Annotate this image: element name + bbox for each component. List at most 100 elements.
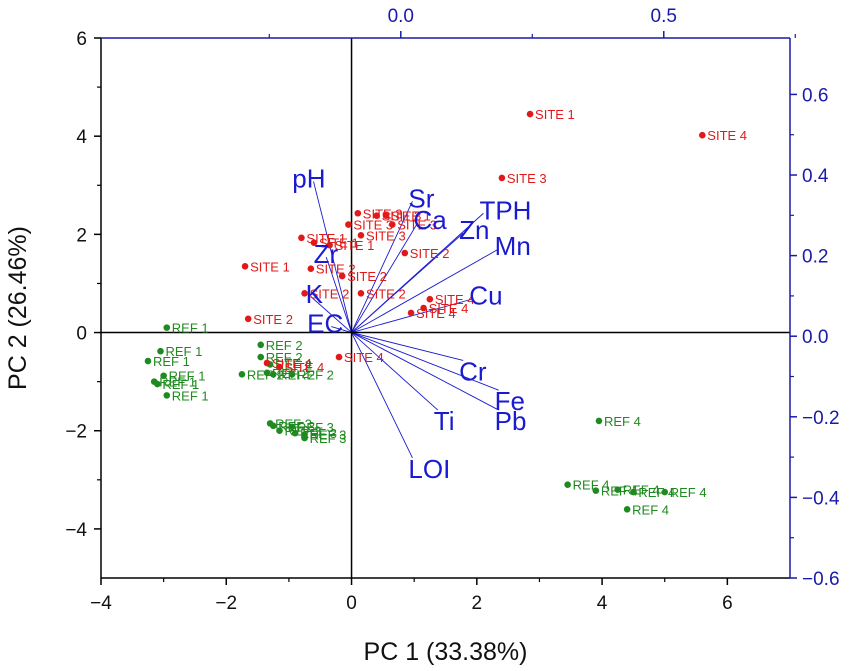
site-label: SITE 3 xyxy=(397,218,437,233)
vector-loi xyxy=(351,332,413,458)
site-label: SITE 1 xyxy=(250,259,290,274)
ref-point xyxy=(291,429,299,437)
y-tick-label: 2 xyxy=(76,225,87,246)
vector-cr xyxy=(351,332,464,361)
y-axis-title: PC 2 (26.46%) xyxy=(4,226,32,390)
ref-point xyxy=(564,481,571,489)
ref-point xyxy=(263,369,271,377)
y-tick-label: 6 xyxy=(76,29,87,50)
site-point xyxy=(298,234,305,242)
zero-lines xyxy=(101,38,790,578)
site-label: SITE 2 xyxy=(316,262,356,277)
ref-label: REF 4 xyxy=(638,485,675,500)
x-tick-label: 6 xyxy=(722,593,733,614)
ref-label: REF 3 xyxy=(310,431,347,446)
x-tick-label: 2 xyxy=(472,593,483,614)
site-point xyxy=(498,174,506,182)
x2-tick-label: 0.0 xyxy=(388,6,414,27)
site-point xyxy=(357,289,365,297)
y-tick-label: 4 xyxy=(76,127,87,148)
vector-label-cr: Cr xyxy=(459,356,487,386)
site-label: SITE 4 xyxy=(435,292,475,307)
x2-tick-label: 0.5 xyxy=(651,6,677,27)
site-point xyxy=(335,353,343,361)
vector-fe xyxy=(351,332,499,391)
ref-point xyxy=(154,380,161,388)
ref-label: REF 1 xyxy=(159,375,196,390)
vector-label-fe: Fe xyxy=(495,386,525,416)
x-axis-title: PC 1 (33.38%) xyxy=(364,638,528,666)
site-label: SITE 1 xyxy=(335,238,375,253)
y2-tick-label: 0.4 xyxy=(802,166,829,187)
ref-label: REF 1 xyxy=(153,354,190,369)
ref-point xyxy=(661,488,669,496)
ref-point xyxy=(630,488,637,496)
vector-label-sr: Sr xyxy=(408,183,434,213)
site-point xyxy=(420,304,427,312)
vector-label-ca: Ca xyxy=(414,205,448,235)
site-point xyxy=(263,359,271,367)
ref-label: REF 4 xyxy=(573,478,610,493)
y2-tick-label: 0.6 xyxy=(802,85,828,106)
site-point xyxy=(382,212,390,220)
site-label: SITE 4 xyxy=(429,301,469,316)
y2-tick-label: 0.2 xyxy=(802,247,828,268)
site-point xyxy=(326,241,333,249)
ref-point xyxy=(238,370,246,378)
vector-ti xyxy=(351,332,439,411)
site-label: SITE 2 xyxy=(410,246,450,261)
ref-label: REF 3 xyxy=(300,426,337,441)
y2-tick-label: −0.4 xyxy=(802,488,840,509)
ref-point xyxy=(144,357,152,365)
site-label: SITE 3 xyxy=(507,171,547,186)
y2-tick-label: −0.6 xyxy=(802,569,840,590)
ref-point xyxy=(269,422,277,430)
y2-tick-label: 0.0 xyxy=(802,327,828,348)
y-tick-label: −2 xyxy=(65,422,87,443)
ref-label: REF 3 xyxy=(278,419,315,434)
x-tick-label: 0 xyxy=(346,593,357,614)
site-point xyxy=(407,309,415,317)
ref-point xyxy=(595,417,603,425)
vector-ph xyxy=(313,181,352,333)
ref-label: REF 1 xyxy=(172,388,209,403)
ref-point xyxy=(163,392,171,399)
vector-zr xyxy=(325,256,352,333)
ref-point xyxy=(288,370,296,378)
vector-pb xyxy=(351,332,499,411)
x-tick-label: −4 xyxy=(90,593,112,614)
vector-k xyxy=(310,296,352,333)
site-label: SITE 3 xyxy=(382,209,422,224)
ref-label: REF 1 xyxy=(166,344,203,359)
site-point xyxy=(526,110,534,118)
site-label: SITE 3 xyxy=(363,206,403,221)
site-point xyxy=(357,232,365,239)
vector-label-mn: Mn xyxy=(495,231,531,261)
site-label: SITE 4 xyxy=(707,128,747,143)
vector-label-tph: TPH xyxy=(479,195,531,225)
ref-point xyxy=(301,434,308,442)
vector-label-ph: pH xyxy=(292,163,325,193)
site-label: SITE 3 xyxy=(366,228,406,243)
site-point xyxy=(244,315,252,323)
ref-point xyxy=(592,487,600,494)
site-label: SITE 2 xyxy=(253,312,293,327)
ref-point xyxy=(257,341,265,349)
ref-label: REF 2 xyxy=(266,350,303,365)
ref-point xyxy=(623,505,631,513)
vector-label-ec: EC xyxy=(307,309,343,339)
ref-label: REF 4 xyxy=(632,502,669,517)
site-point xyxy=(401,249,409,257)
ref-point xyxy=(288,423,296,431)
site-label: SITE 2 xyxy=(310,286,350,301)
site-point xyxy=(426,295,434,303)
ref-point xyxy=(269,370,277,378)
site-label: SITE 3 xyxy=(353,218,393,233)
ref-point xyxy=(163,324,171,331)
vector-label-k: K xyxy=(306,279,324,309)
ref-label: REF 4 xyxy=(670,485,707,500)
site-point xyxy=(354,209,362,217)
x-tick-label: 4 xyxy=(597,593,608,614)
